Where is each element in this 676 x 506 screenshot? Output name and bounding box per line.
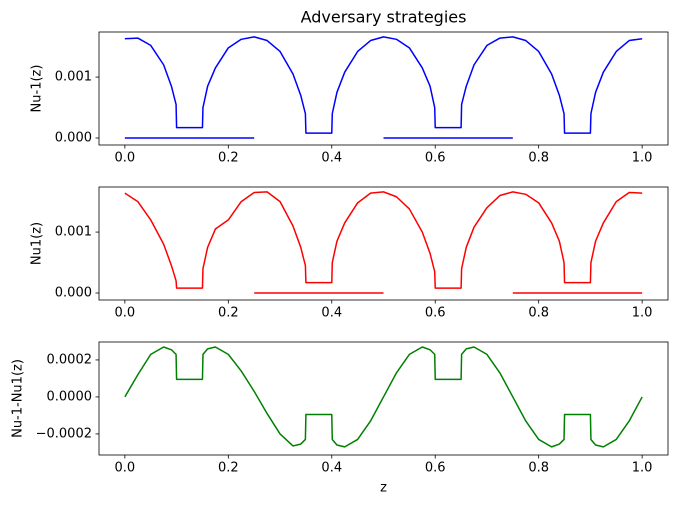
- x-tick-label: 0.8: [528, 151, 549, 166]
- y-tick-label: 0.0002: [47, 352, 93, 367]
- chart-title: Adversary strategies: [301, 8, 467, 27]
- x-tick-label: 0.0: [115, 151, 136, 166]
- x-tick-label: 0.2: [218, 151, 239, 166]
- x-tick-label: 0.4: [321, 306, 342, 321]
- x-tick-label: 0.4: [321, 461, 342, 476]
- x-tick-label: 0.0: [115, 461, 136, 476]
- axes-frame: [98, 31, 669, 146]
- x-axis-label: z: [380, 481, 387, 496]
- y-tick-label: 0.001: [55, 225, 92, 240]
- data-line: [124, 191, 643, 289]
- y-tick-label: 0.000: [55, 130, 92, 145]
- y-axis-label: Nu-1-Nu1(z): [11, 359, 26, 438]
- x-tick-label: 0.0: [115, 306, 136, 321]
- y-axis-label: Nu-1(z): [30, 65, 45, 113]
- x-tick-label: 0.8: [528, 461, 549, 476]
- axes-frame: [98, 341, 669, 456]
- y-tick-label: −0.0002: [36, 426, 92, 441]
- y-tick-label: 0.0000: [47, 389, 93, 404]
- x-tick-label: 0.6: [425, 461, 446, 476]
- x-tick-label: 1.0: [632, 461, 653, 476]
- y-tick-label: 0.000: [55, 285, 92, 300]
- x-tick-label: 0.8: [528, 306, 549, 321]
- data-line: [124, 346, 643, 448]
- axes-frame: [98, 186, 669, 301]
- y-axis-label: Nu1(z): [30, 222, 45, 265]
- x-tick-label: 1.0: [632, 151, 653, 166]
- x-tick-label: 0.2: [218, 306, 239, 321]
- data-line: [124, 36, 643, 134]
- x-tick-label: 0.4: [321, 151, 342, 166]
- y-tick-label: 0.001: [55, 70, 92, 85]
- x-tick-label: 0.6: [425, 306, 446, 321]
- x-tick-label: 0.6: [425, 151, 446, 166]
- x-tick-label: 0.2: [218, 461, 239, 476]
- x-tick-label: 1.0: [632, 306, 653, 321]
